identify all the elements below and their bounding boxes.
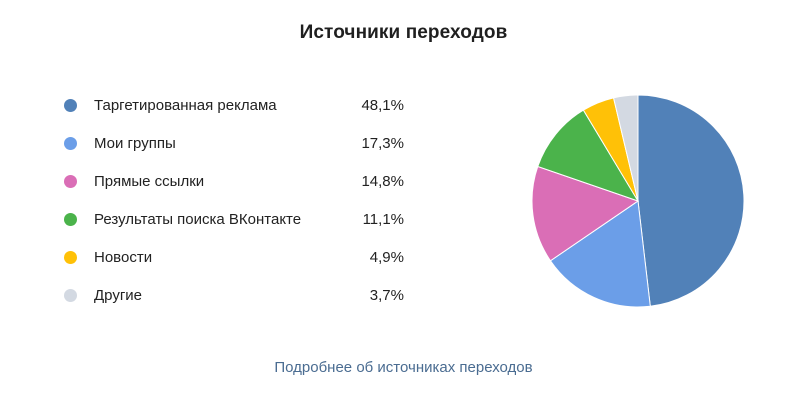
- legend-value: 14,8%: [361, 172, 404, 190]
- legend-item-my-groups: Мои группы 17,3%: [64, 124, 414, 162]
- legend-item-other: Другие 3,7%: [64, 276, 414, 314]
- legend-label: Прямые ссылки: [94, 172, 205, 190]
- legend-label: Мои группы: [94, 134, 176, 152]
- legend: Таргетированная реклама 48,1% Мои группы…: [64, 86, 414, 314]
- pie-slice-3: [531, 165, 640, 262]
- legend-item-targeted-ads: Таргетированная реклама 48,1%: [64, 86, 414, 124]
- legend-dot-icon: [64, 136, 77, 150]
- pie-chart: [531, 94, 745, 308]
- pie-slice-6: [612, 94, 639, 202]
- legend-dot-icon: [64, 250, 77, 264]
- legend-dot-icon: [64, 288, 77, 302]
- legend-dot-icon: [64, 174, 77, 188]
- legend-label: Результаты поиска ВКонтакте: [94, 210, 302, 228]
- legend-dot-icon: [64, 212, 77, 226]
- legend-item-vk-search: Результаты поиска ВКонтакте 11,1%: [64, 200, 414, 238]
- legend-value: 3,7%: [369, 286, 404, 304]
- pie-slice-2: [549, 200, 651, 308]
- legend-label: Таргетированная реклама: [94, 96, 277, 114]
- legend-dot-icon: [64, 98, 77, 112]
- legend-value: 4,9%: [369, 248, 404, 266]
- legend-label: Новости: [94, 248, 153, 266]
- legend-value: 48,1%: [361, 96, 404, 114]
- legend-value: 11,1%: [362, 210, 404, 228]
- legend-item-news: Новости 4,9%: [64, 238, 414, 276]
- legend-item-direct-links: Прямые ссылки 14,8%: [64, 162, 414, 200]
- pie-slice-1: [637, 94, 745, 307]
- more-sources-link[interactable]: Подробнее об источниках переходов: [274, 359, 533, 376]
- chart-title: Источники переходов: [299, 22, 508, 43]
- legend-value: 17,3%: [361, 134, 404, 152]
- legend-label: Другие: [94, 286, 143, 304]
- pie-slice-4: [537, 109, 640, 202]
